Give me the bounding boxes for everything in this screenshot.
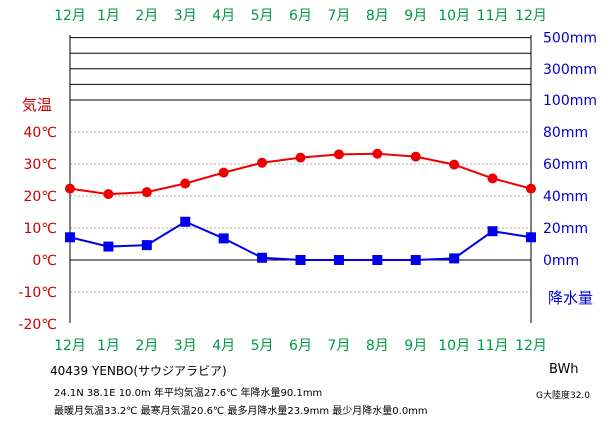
month-label-top: 12月 (54, 8, 86, 24)
precipitation-point (295, 255, 306, 265)
month-label-top: 1月 (97, 8, 120, 24)
precipitation-point (103, 241, 114, 252)
month-label-top: 12月 (515, 8, 547, 24)
month-label-bottom: 12月 (515, 338, 547, 354)
temperature-point (180, 178, 191, 189)
month-labels-bottom: 12月 1月 2月 3月 4月 5月 6月 7月 8月 9月 10月 11月 12月 (54, 338, 547, 354)
temperature-point (449, 159, 460, 170)
precipitation-line (69, 220, 532, 261)
month-label-top: 2月 (135, 8, 158, 24)
month-label-bottom: 12月 (54, 338, 86, 354)
temperature-tick-label: 40℃ (23, 125, 57, 141)
precipitation-point (180, 216, 191, 227)
temperature-point (218, 167, 229, 178)
precipitation-tick-label: 500mm (543, 31, 597, 47)
precipitation-point (333, 255, 344, 265)
temperature-point (65, 183, 75, 194)
month-label-top: 11月 (477, 8, 509, 24)
chart-series (65, 148, 536, 265)
precipitation-tick-label: 80mm (543, 125, 588, 141)
temperature-point (103, 189, 114, 200)
precipitation-tick-label: 300mm (543, 62, 597, 78)
precipitation-tick-label: 100mm (543, 93, 597, 109)
month-label-bottom: 8月 (366, 338, 389, 354)
precipitation-tick-label: 0mm (543, 253, 579, 269)
precipitation-axis: 降水量 500mm 300mm 100mm 80mm 60mm 40mm 20mm 0mm (543, 31, 597, 307)
month-label-top: 6月 (289, 8, 312, 24)
temperature-tick-label: -10℃ (18, 285, 57, 301)
precipitation-tick-label: 40mm (543, 189, 588, 205)
precipitation-point (65, 232, 75, 243)
month-label-top: 5月 (251, 8, 274, 24)
precipitation-tick-label: 20mm (543, 221, 588, 237)
precipitation-point (526, 232, 536, 243)
month-label-bottom: 5月 (251, 338, 274, 354)
temperature-tick-label: 30℃ (23, 157, 57, 173)
temperature-point (295, 152, 306, 163)
precipitation-point (141, 240, 152, 251)
temperature-tick-label: 20℃ (23, 189, 57, 205)
month-label-top: 3月 (174, 8, 197, 24)
month-label-bottom: 7月 (327, 338, 350, 354)
precipitation-point (487, 226, 498, 237)
temperature-point (487, 173, 498, 184)
temperature-tick-label: 10℃ (23, 221, 57, 237)
temperature-point (410, 151, 421, 162)
temperature-axis: 気温 40℃ 30℃ 20℃ 10℃ 0℃ -10℃ -20℃ (18, 96, 57, 333)
month-label-bottom: 11月 (477, 338, 509, 354)
month-label-bottom: 10月 (438, 338, 470, 354)
month-label-top: 4月 (212, 8, 235, 24)
precipitation-point (257, 252, 268, 263)
precip-bands (70, 37, 531, 101)
temperature-point (526, 183, 536, 194)
temperature-axis-title: 気温 (22, 96, 52, 114)
plot-frame (69, 35, 532, 323)
temperature-tick-label: 0℃ (32, 253, 57, 269)
month-label-bottom: 2月 (135, 338, 158, 354)
month-label-bottom: 3月 (174, 338, 197, 354)
month-label-bottom: 9月 (404, 338, 427, 354)
month-label-bottom: 6月 (289, 338, 312, 354)
precipitation-axis-title: 降水量 (548, 289, 593, 307)
month-label-bottom: 1月 (97, 338, 120, 354)
temperature-point (141, 187, 152, 198)
temperature-tick-label: -20℃ (18, 317, 57, 333)
month-label-top: 8月 (366, 8, 389, 24)
month-labels-top: 12月 1月 2月 3月 4月 5月 6月 7月 8月 9月 10月 11月 12月 (54, 8, 547, 24)
precipitation-point (218, 233, 229, 244)
precipitation-tick-label: 60mm (543, 157, 588, 173)
month-label-top: 7月 (327, 8, 350, 24)
month-label-top: 10月 (438, 8, 470, 24)
temperature-point (333, 149, 344, 160)
precipitation-point (410, 255, 421, 265)
precipitation-point (449, 253, 460, 264)
temperature-point (372, 148, 383, 159)
temperature-point (257, 157, 268, 168)
month-label-bottom: 4月 (212, 338, 235, 354)
precipitation-point (372, 255, 383, 265)
month-label-top: 9月 (404, 8, 427, 24)
